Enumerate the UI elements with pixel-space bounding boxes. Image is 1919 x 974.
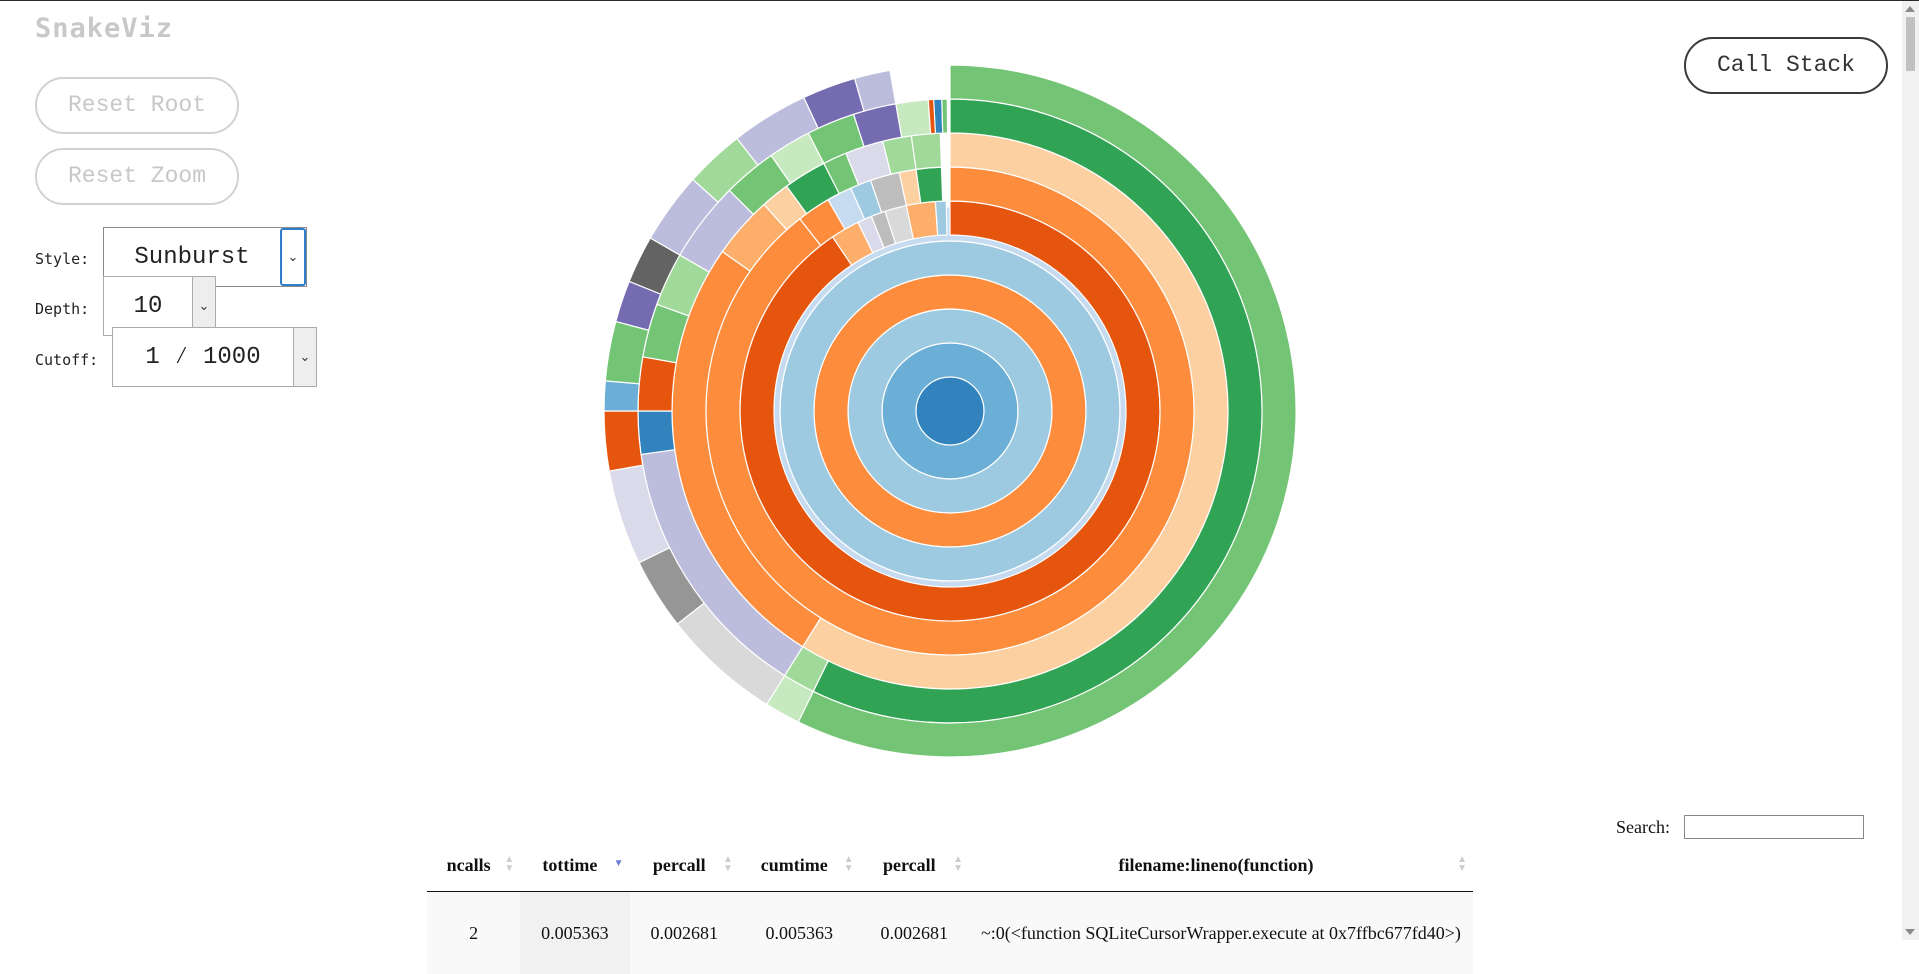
sunburst-segment[interactable] — [911, 133, 941, 169]
sort-both-icon: ▲▼ — [723, 855, 733, 873]
sunburst-segment[interactable] — [604, 411, 643, 471]
sort-both-icon: ▲▼ — [504, 855, 514, 873]
cell-percall: 0.002681 — [630, 892, 739, 974]
table-header-row: ncalls ▲▼ tottime ▼ percall ▲▼ cumtime ▲▼ pe… — [427, 839, 1473, 892]
column-header-filename[interactable]: filename:lineno(function) ▲▼ — [969, 839, 1473, 892]
sunburst-segment[interactable] — [638, 411, 675, 454]
sunburst-segment[interactable] — [604, 381, 639, 411]
cell-ncalls: 2 — [427, 892, 520, 974]
sunburst-segment[interactable] — [638, 357, 676, 411]
cell-tottime: 0.005363 — [520, 892, 629, 974]
column-header-label: percall — [883, 855, 936, 875]
column-header-tottime[interactable]: tottime ▼ — [520, 839, 629, 892]
cell-percall-cumulative: 0.002681 — [860, 892, 969, 974]
call-stack-button[interactable]: Call Stack — [1684, 37, 1888, 94]
sort-both-icon: ▲▼ — [844, 855, 854, 873]
search-label: Search: — [1616, 817, 1670, 838]
column-header-cumtime[interactable]: cumtime ▲▼ — [739, 839, 860, 892]
column-header-ncalls[interactable]: ncalls ▲▼ — [427, 839, 520, 892]
column-header-label: ncalls — [447, 855, 491, 875]
column-header-label: tottime — [542, 855, 597, 875]
sunburst-segment[interactable] — [942, 99, 948, 133]
cell-cumtime: 0.005363 — [739, 892, 860, 974]
stats-table: ncalls ▲▼ tottime ▼ percall ▲▼ cumtime ▲▼ pe… — [427, 839, 1473, 974]
column-header-percall[interactable]: percall ▲▼ — [630, 839, 739, 892]
scrollbar-thumb[interactable] — [1906, 17, 1915, 71]
sunburst-segment[interactable] — [916, 167, 943, 203]
cell-filename: ~:0(<function SQLiteCursorWrapper.execut… — [969, 892, 1473, 974]
sort-both-icon: ▲▼ — [1457, 855, 1467, 873]
sunburst-segment[interactable] — [935, 201, 947, 235]
table-row[interactable]: 2 0.005363 0.002681 0.005363 0.002681 ~:… — [427, 892, 1473, 974]
column-header-label: filename:lineno(function) — [1119, 855, 1314, 875]
page-scrollbar[interactable] — [1902, 1, 1919, 940]
sunburst-segment[interactable] — [896, 100, 931, 137]
sort-both-icon: ▲▼ — [953, 855, 963, 873]
scroll-down-arrow-icon[interactable] — [1905, 929, 1915, 935]
sort-desc-icon: ▼ — [614, 859, 624, 868]
column-header-label: percall — [653, 855, 706, 875]
column-header-label: cumtime — [761, 855, 828, 875]
sunburst-chart[interactable] — [0, 1, 1400, 801]
search-input[interactable] — [1684, 815, 1864, 839]
sunburst-segment[interactable] — [934, 99, 943, 133]
column-header-percall-cumulative[interactable]: percall ▲▼ — [860, 839, 969, 892]
scroll-up-arrow-icon[interactable] — [1905, 6, 1915, 12]
